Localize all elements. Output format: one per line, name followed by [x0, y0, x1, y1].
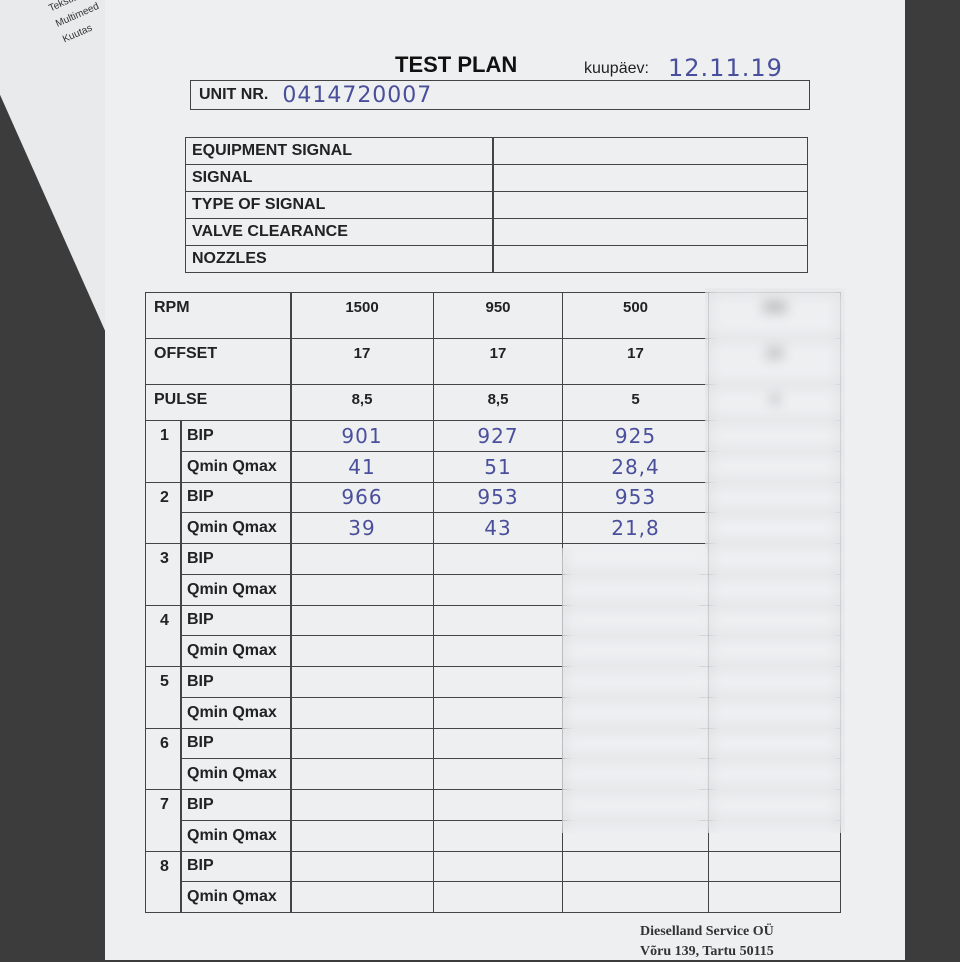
unit-box: UNIT NR. 0414720007 [190, 80, 810, 110]
reading: 51 [433, 450, 563, 483]
row-label: BIP [180, 604, 292, 637]
row-label: BIP [180, 543, 292, 575]
empty-cell [290, 543, 434, 575]
row-label: BIP [180, 850, 292, 883]
reading: 28,4 [562, 450, 709, 483]
row-label: Qmin Qmax [180, 512, 292, 544]
param-value: 17 [433, 338, 563, 385]
param-label: OFFSET [145, 338, 292, 385]
empty-cell [433, 604, 563, 637]
row-label: BIP [180, 481, 292, 514]
reading: 953 [562, 481, 709, 514]
row-label: Qmin Qmax [180, 758, 292, 790]
reading: 901 [290, 420, 434, 452]
empty-cell [290, 850, 434, 883]
row-label: BIP [180, 789, 292, 821]
row-label: Qmin Qmax [180, 450, 292, 483]
row-label: Qmin Qmax [180, 635, 292, 667]
row-label: BIP [180, 666, 292, 698]
param-value: 1500 [290, 292, 434, 339]
row-label: Qmin Qmax [180, 881, 292, 913]
empty-cell [433, 666, 563, 698]
unit-number: 0414720007 [282, 82, 433, 108]
empty-cell [433, 635, 563, 667]
unit-number: 1 [145, 420, 182, 483]
reading: 927 [433, 420, 563, 452]
row-label: BIP [180, 420, 292, 452]
reading: 966 [290, 481, 434, 514]
empty-cell [290, 604, 434, 637]
signal-value [492, 164, 808, 192]
param-value: 8,5 [433, 384, 563, 421]
reading: 43 [433, 512, 563, 544]
signal-value [492, 245, 808, 273]
empty-cell [562, 850, 709, 883]
reading: 41 [290, 450, 434, 483]
empty-cell [433, 819, 563, 852]
empty-cell [708, 881, 841, 913]
param-label: RPM [145, 292, 292, 339]
empty-cell [290, 819, 434, 852]
empty-cell [433, 727, 563, 760]
row-label: Qmin Qmax [180, 819, 292, 852]
signal-value [492, 137, 808, 165]
reading: 953 [433, 481, 563, 514]
empty-cell [708, 850, 841, 883]
unit-number: 5 [145, 666, 182, 729]
empty-cell [562, 881, 709, 913]
empty-cell [433, 789, 563, 821]
blur-overlay [705, 288, 845, 833]
signal-label: TYPE OF SIGNAL [185, 191, 494, 219]
unit-number: 4 [145, 604, 182, 667]
footer: Dieselland Service OÜ Võru 139, Tartu 50… [640, 922, 774, 962]
empty-cell [290, 881, 434, 913]
signal-value [492, 218, 808, 246]
empty-cell [433, 543, 563, 575]
unit-number: 3 [145, 543, 182, 606]
empty-cell [290, 696, 434, 729]
empty-cell [433, 573, 563, 606]
date-label: kuupäev: [584, 60, 649, 77]
unit-number: 8 [145, 850, 182, 913]
row-label: BIP [180, 727, 292, 760]
empty-cell [290, 789, 434, 821]
reading: 39 [290, 512, 434, 544]
unit-label: UNIT NR. [199, 86, 269, 103]
signal-label: SIGNAL [185, 164, 494, 192]
param-label: PULSE [145, 384, 292, 421]
empty-cell [433, 881, 563, 913]
row-label: Qmin Qmax [180, 573, 292, 606]
empty-cell [433, 758, 563, 790]
signal-label: VALVE CLEARANCE [185, 218, 494, 246]
company: Dieselland Service OÜ [640, 924, 774, 939]
title: TEST PLAN [395, 52, 518, 77]
param-value: 17 [290, 338, 434, 385]
unit-number: 7 [145, 789, 182, 852]
empty-cell [290, 758, 434, 790]
empty-cell [290, 727, 434, 760]
unit-number: 6 [145, 727, 182, 790]
empty-cell [290, 573, 434, 606]
empty-cell [290, 635, 434, 667]
param-value: 5 [562, 384, 709, 421]
reading: 925 [562, 420, 709, 452]
param-value: 950 [433, 292, 563, 339]
unit-number: 2 [145, 481, 182, 544]
signal-label: EQUIPMENT SIGNAL [185, 137, 494, 165]
date: 12.11.19 [668, 54, 783, 82]
reading: 21,8 [562, 512, 709, 544]
param-value: 17 [562, 338, 709, 385]
address: Võru 139, Tartu 50115 [640, 944, 774, 959]
param-value: 8,5 [290, 384, 434, 421]
empty-cell [433, 696, 563, 729]
signal-label: NOZZLES [185, 245, 494, 273]
signal-value [492, 191, 808, 219]
blur-overlay [562, 548, 707, 833]
empty-cell [433, 850, 563, 883]
row-label: Qmin Qmax [180, 696, 292, 729]
empty-cell [290, 666, 434, 698]
param-value: 500 [562, 292, 709, 339]
